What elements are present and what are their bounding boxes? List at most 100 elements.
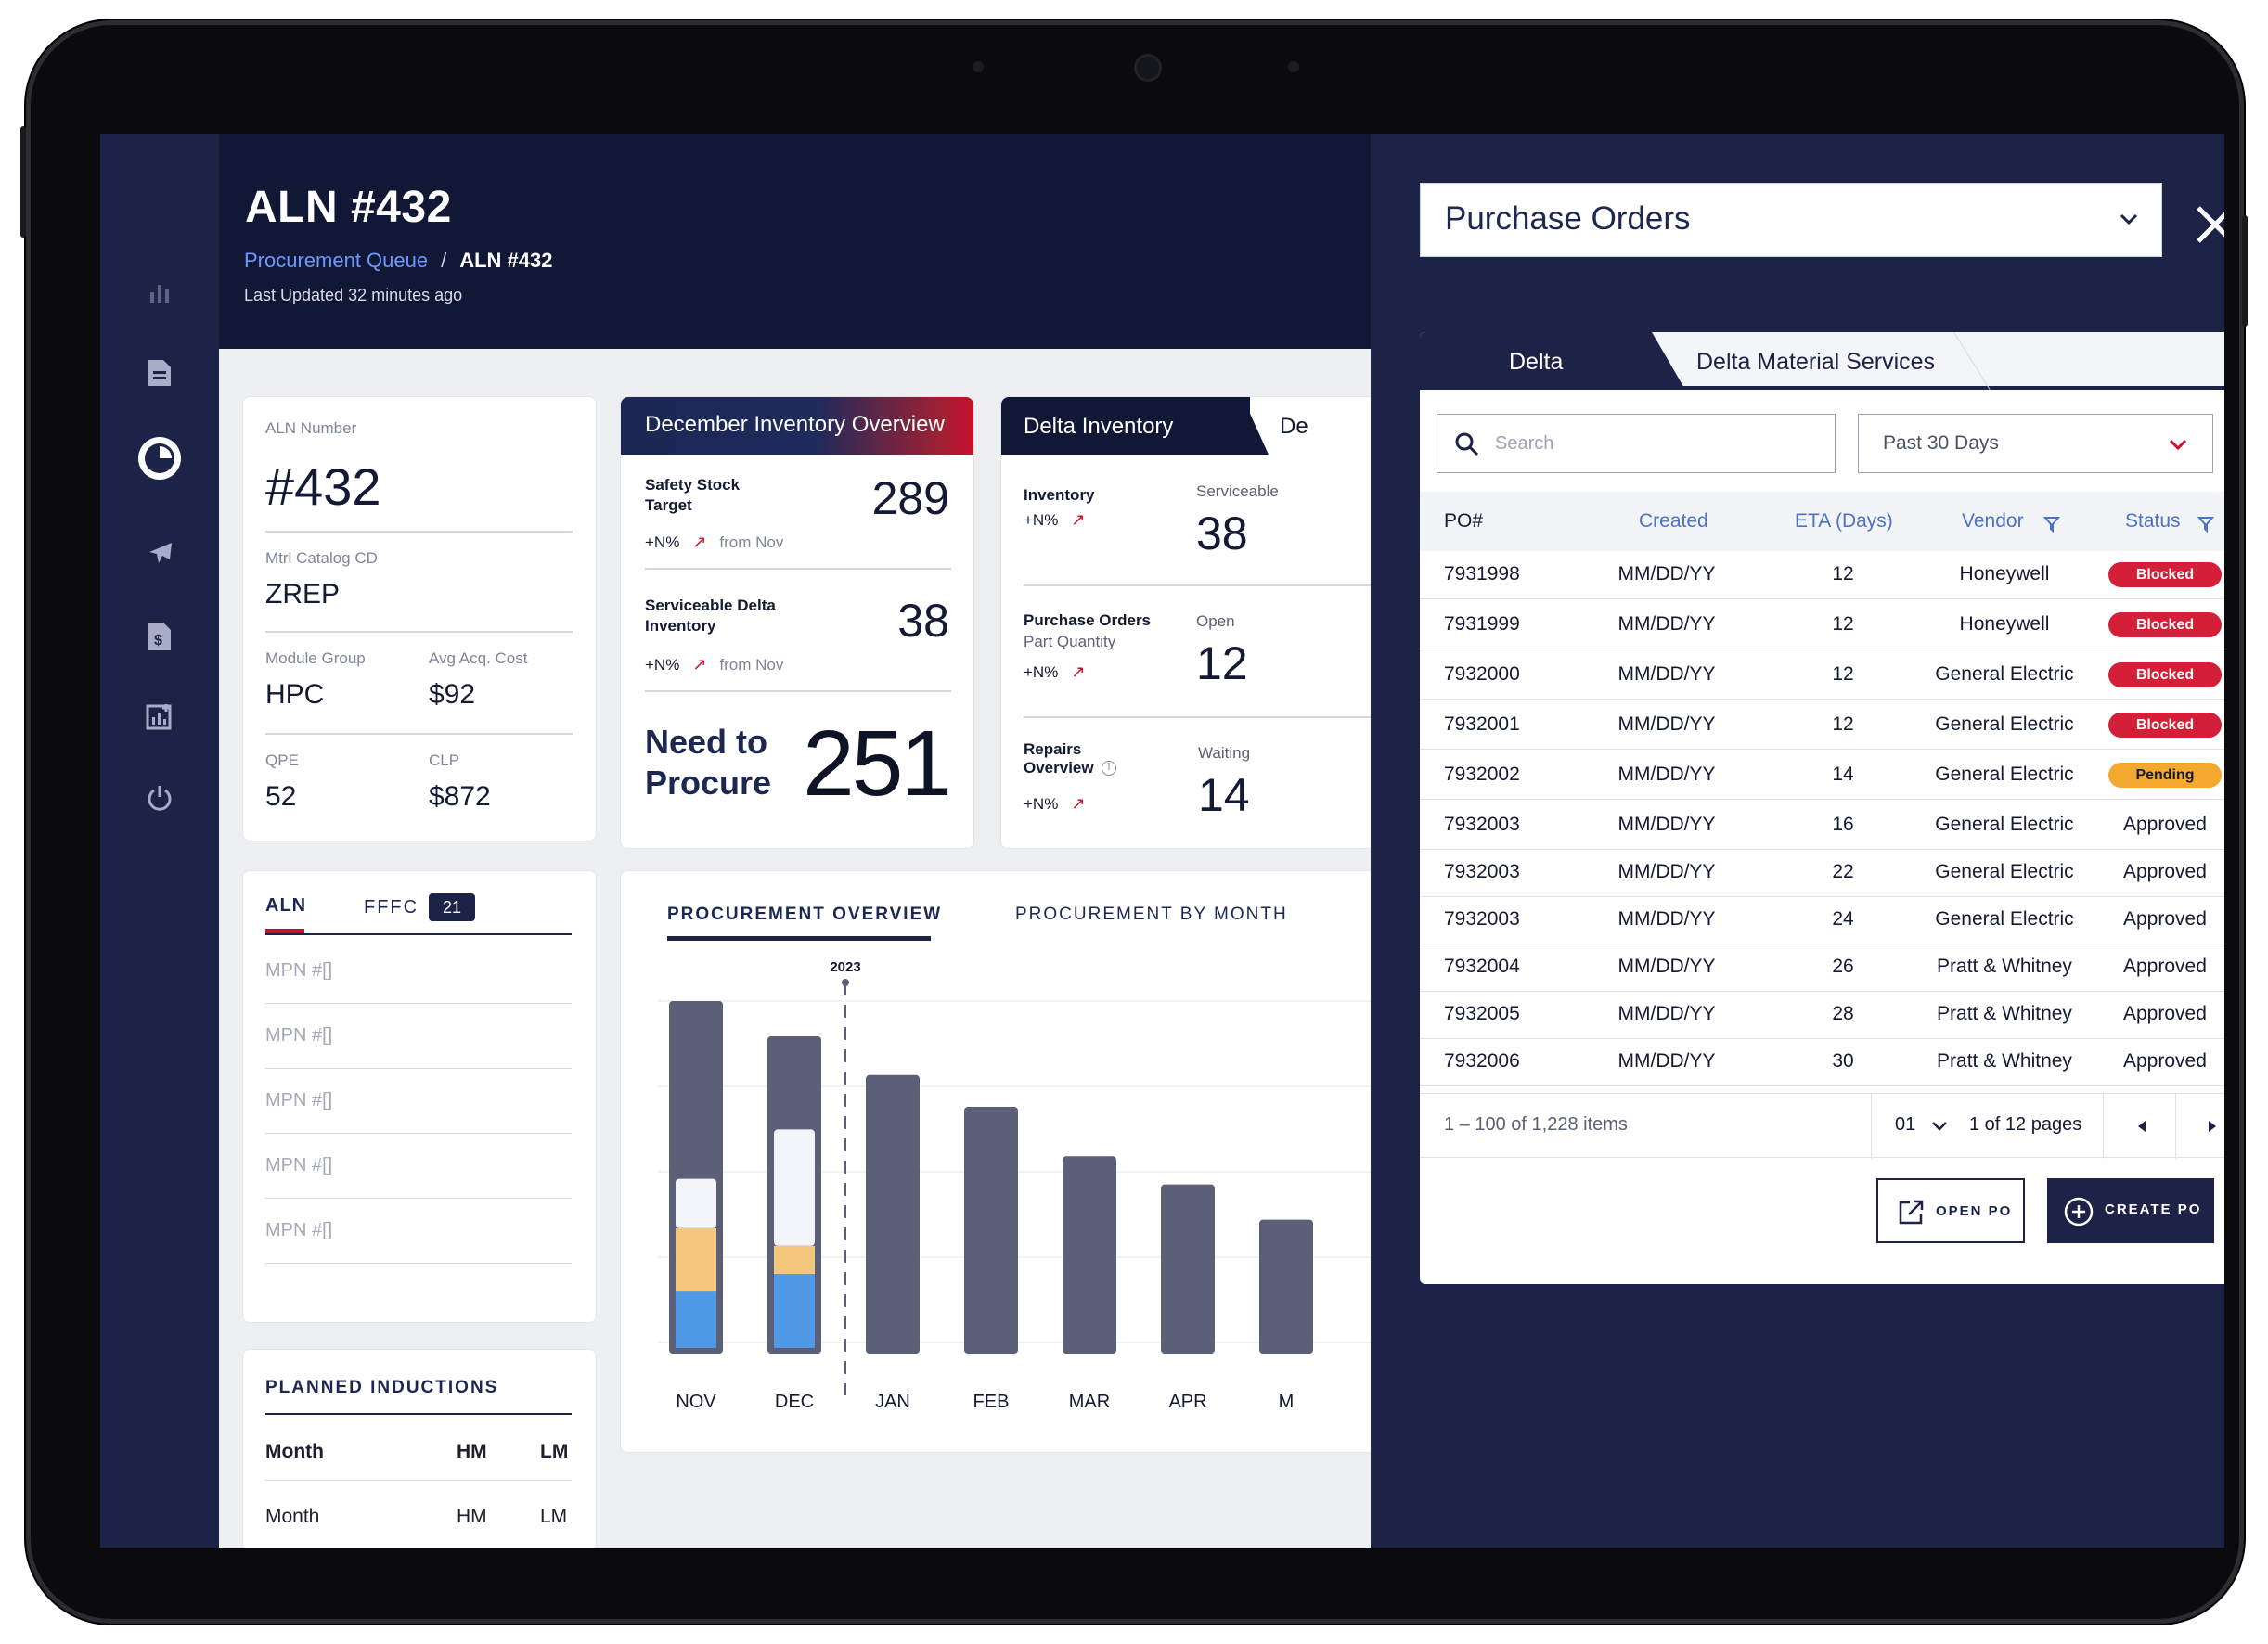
serviceable-delta-label: Serviceable Delta Inventory	[645, 597, 776, 635]
stack-segment-blue	[774, 1274, 815, 1348]
cell-created: MM/DD/YY	[1617, 713, 1716, 735]
tab-delta-inventory[interactable]: Delta Inventory	[1001, 397, 1250, 455]
cell-eta: 30	[1832, 1050, 1854, 1072]
filter-icon[interactable]	[2043, 516, 2060, 533]
list-item[interactable]: MPN #[]	[265, 1025, 333, 1046]
search-icon	[1455, 432, 1479, 456]
page-header: ALN #432 Procurement Queue / ALN #432 La…	[219, 134, 1371, 349]
divider	[265, 1480, 572, 1481]
col-po[interactable]: PO#	[1444, 510, 1484, 532]
status-badge: Approved	[2123, 1050, 2207, 1072]
cell-po: 7932002	[1444, 764, 1520, 785]
invoice-icon[interactable]: $	[132, 609, 187, 664]
inventory-trend: +N% ↗	[1024, 510, 1085, 530]
x-tick-label: MAR	[1069, 1392, 1110, 1412]
serviceable-label: Serviceable	[1196, 482, 1279, 500]
purchase-orders-card: Delta Delta Material Services Search Pas…	[1420, 332, 2224, 1284]
device-side-button	[20, 126, 26, 238]
tab-procurement-overview[interactable]: PROCUREMENT OVERVIEW	[667, 905, 943, 924]
cell-eta: 16	[1832, 814, 1854, 835]
page-select[interactable]: 01	[1895, 1114, 1916, 1135]
stack-segment-white	[676, 1178, 716, 1228]
cell-created: MM/DD/YY	[1617, 814, 1716, 835]
need-to-procure-value: 251	[803, 712, 952, 816]
repairs-trend: +N% ↗	[1024, 794, 1085, 814]
cell-po: 7932004	[1444, 956, 1520, 977]
breadcrumb-link-procurement-queue[interactable]: Procurement Queue	[244, 249, 429, 272]
serviceable-delta-value: 38	[897, 595, 949, 647]
table-row[interactable]: 7932001 MM/DD/YY 12 General Electric Blocked	[1420, 701, 2224, 750]
cell-po: 7932000	[1444, 663, 1520, 685]
table-row[interactable]: 7932006 MM/DD/YY 30 Pratt & Whitney Approved	[1420, 1038, 2224, 1086]
list-item[interactable]: MPN #[]	[265, 1220, 333, 1240]
cell-created: MM/DD/YY	[1617, 1003, 1716, 1024]
table-row[interactable]: 7932004 MM/DD/YY 26 Pratt & Whitney Approved	[1420, 944, 2224, 992]
cell-created: MM/DD/YY	[1617, 563, 1716, 584]
mpn-list-card: ALN FFFC 21 MPN #[] MPN #[] MPN #[] MPN …	[242, 870, 597, 1323]
tab-delta-material-services[interactable]: Delta Material Services	[1696, 349, 1936, 375]
cell-vendor: Pratt & Whitney	[1937, 1050, 2072, 1072]
cell-eta: 14	[1832, 764, 1854, 785]
prev-page-icon[interactable]	[2134, 1118, 2149, 1135]
table-header: PO# Created ETA (Days) Vendor Status	[1420, 492, 2224, 551]
tab-aln[interactable]: ALN	[265, 895, 307, 916]
col-eta[interactable]: ETA (Days)	[1795, 510, 1893, 532]
filter-icon[interactable]	[2197, 516, 2214, 533]
tab-edge	[1953, 332, 2027, 390]
bar-chart-icon[interactable]	[132, 265, 187, 321]
cell-po: 7931998	[1444, 563, 1520, 584]
tab-fffc[interactable]: FFFC	[364, 897, 419, 918]
table-row[interactable]: 7932005 MM/DD/YY 28 Pratt & Whitney Approved	[1420, 991, 2224, 1039]
airplane-icon[interactable]	[132, 525, 187, 581]
list-item[interactable]: MPN #[]	[265, 1155, 333, 1175]
close-icon[interactable]	[2195, 204, 2224, 245]
open-po-button[interactable]: OPEN PO	[1876, 1178, 2025, 1243]
table-row[interactable]: 7932002 MM/DD/YY 14 General Electric Pending	[1420, 751, 2224, 800]
safety-stock-trend: +N% ↗ from Nov	[645, 533, 783, 552]
list-item[interactable]: MPN #[]	[265, 1090, 333, 1111]
external-link-icon	[1899, 1200, 1924, 1225]
avg-acq-cost-label: Avg Acq. Cost	[429, 649, 528, 667]
trend-value: +N%	[645, 533, 680, 551]
col-created[interactable]: Created	[1639, 510, 1708, 532]
col-status[interactable]: Status	[2125, 510, 2181, 532]
trend-value: +N%	[1024, 510, 1059, 529]
year-marker-label: 2023	[830, 959, 860, 975]
tab-label: Delta Inventory	[1024, 414, 1174, 439]
table-row[interactable]: 7932003 MM/DD/YY 16 General Electric Approve…	[1420, 802, 2224, 850]
cell-eta: 12	[1832, 563, 1854, 584]
table-row[interactable]: 7932003 MM/DD/YY 24 General Electric Approve…	[1420, 896, 2224, 944]
tab-procurement-by-month[interactable]: PROCUREMENT BY MONTH	[1015, 905, 1288, 924]
x-tick-label: JAN	[875, 1392, 910, 1412]
tab-delta[interactable]: Delta	[1420, 332, 1652, 390]
date-range-value: Past 30 Days	[1883, 432, 1999, 454]
power-icon[interactable]	[132, 770, 187, 826]
document-icon[interactable]	[132, 345, 187, 401]
clp-label: CLP	[429, 751, 460, 769]
date-range-select[interactable]: Past 30 Days	[1858, 414, 2213, 473]
status-badge: Approved	[2123, 814, 2207, 835]
trend-up-arrow-icon: ↗	[692, 533, 707, 551]
create-po-button[interactable]: CREATE PO	[2047, 1178, 2214, 1243]
pie-chart-icon[interactable]	[138, 437, 181, 480]
search-input[interactable]: Search	[1437, 414, 1836, 473]
chevron-down-icon[interactable]	[1930, 1120, 1949, 1133]
view-select-dropdown[interactable]: Purchase Orders	[1420, 183, 2162, 257]
tab-partial-label[interactable]: De	[1280, 414, 1308, 439]
status-badge: Blocked	[2108, 713, 2222, 738]
add-report-icon[interactable]	[132, 688, 187, 744]
table-row[interactable]: 7932003 MM/DD/YY 22 General Electric Approve…	[1420, 849, 2224, 897]
year-marker-dot	[842, 979, 849, 986]
next-page-icon[interactable]	[2205, 1118, 2220, 1135]
section-title: PLANNED INDUCTIONS	[265, 1378, 499, 1397]
table-row[interactable]: 7932000 MM/DD/YY 12 General Electric Blocked	[1420, 651, 2224, 700]
table-row[interactable]: 7931998 MM/DD/YY 12 Honeywell Blocked	[1420, 551, 2224, 599]
chevron-down-icon	[2169, 439, 2187, 451]
col-vendor[interactable]: Vendor	[1962, 510, 2024, 532]
create-po-label: CREATE PO	[2105, 1201, 2202, 1217]
cell-eta: 28	[1832, 1003, 1854, 1024]
table-row[interactable]: 7931999 MM/DD/YY 12 Honeywell Blocked	[1420, 601, 2224, 649]
trend-from: from Nov	[719, 655, 784, 674]
info-icon[interactable]: i	[1102, 761, 1116, 776]
list-item[interactable]: MPN #[]	[265, 960, 333, 981]
